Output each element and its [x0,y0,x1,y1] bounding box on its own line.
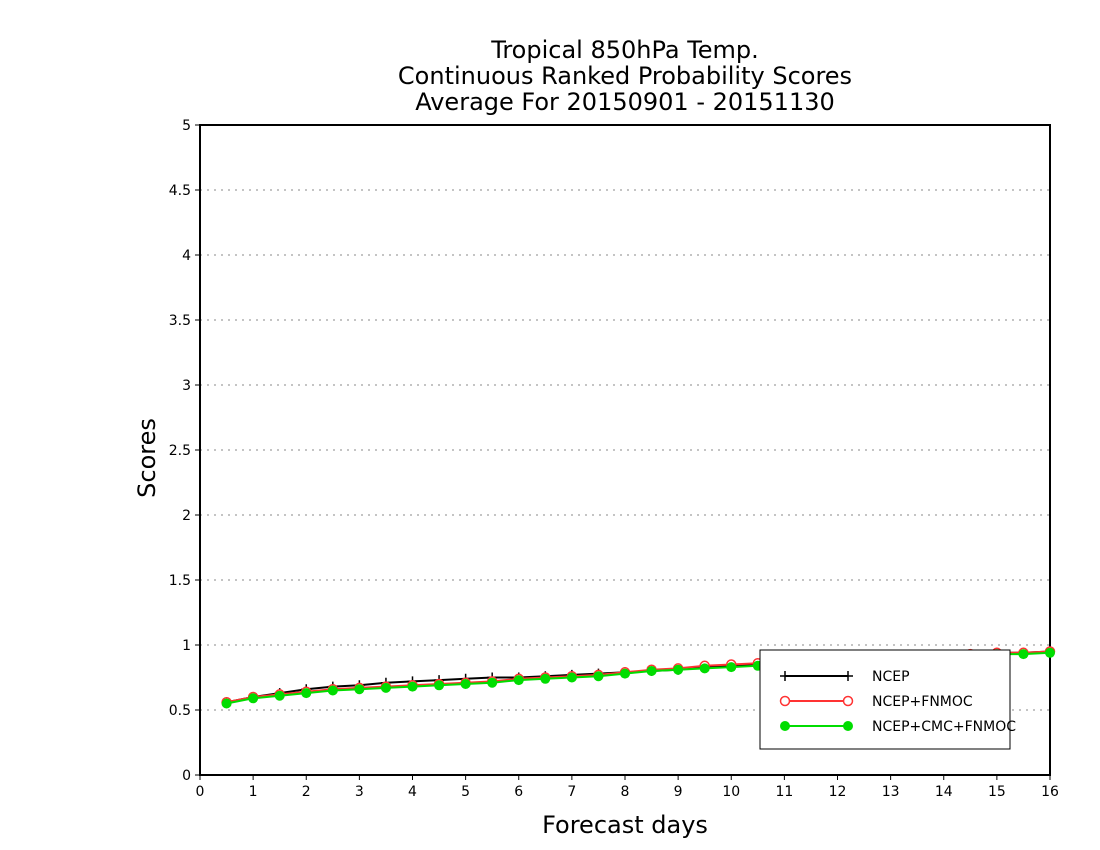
x-tick-label: 2 [302,784,311,800]
legend-marker [843,721,853,731]
y-axis-ticks: 0 0.5 1 1.5 2 2.5 3 3.5 4 4.5 5 [169,118,200,784]
x-tick-label: 12 [829,784,847,800]
legend-entry: NCEP+FNMOC [779,694,973,710]
data-point [221,698,232,709]
x-tick-label: 3 [355,784,364,800]
data-point [274,690,285,701]
y-tick-label: 4 [182,248,191,264]
data-point [540,673,551,684]
gridlines [200,189,1050,711]
x-tick-label: 9 [674,784,683,800]
data-point [487,677,498,688]
data-point [513,675,524,686]
data-point [1045,647,1055,658]
y-axis-label: Scores [133,418,161,498]
x-axis-ticks: 0 1 2 3 4 5 6 7 8 9 10 11 12 13 14 15 16 [196,775,1059,800]
y-tick-label: 1.5 [169,573,191,589]
x-tick-label: 15 [988,784,1006,800]
y-tick-label: 4.5 [169,183,191,199]
data-point [646,666,657,676]
data-point [434,680,445,691]
legend-entry: NCEP+CMC+FNMOC [780,719,1016,735]
legend-entry: NCEP [780,669,910,685]
title-line-2: Continuous Ranked Probability Scores [398,62,852,90]
y-tick-label: 3.5 [169,313,191,329]
legend-marker [842,695,854,707]
y-tick-label: 2 [182,508,191,524]
data-point [354,684,365,695]
y-tick-label: 1 [182,638,191,654]
title-line-1: Tropical 850hPa Temp. [490,36,759,64]
legend-marker [780,721,790,731]
data-point [699,663,710,674]
data-point [327,685,338,696]
chart-title: Tropical 850hPa Temp. Continuous Ranked … [398,36,852,116]
legend-marker [780,671,790,681]
y-tick-label: 0 [182,768,191,784]
data-point [726,662,737,673]
x-tick-label: 13 [882,784,900,800]
x-tick-label: 8 [621,784,630,800]
x-tick-label: 11 [775,784,793,800]
data-point [380,682,391,693]
legend-label: NCEP+CMC+FNMOC [872,719,1016,735]
data-point [460,679,471,689]
data-point [566,672,577,683]
y-tick-label: 0.5 [169,703,191,719]
data-point [248,693,259,704]
x-tick-label: 10 [722,784,740,800]
x-tick-label: 16 [1041,784,1059,800]
data-point [593,671,604,682]
x-tick-label: 7 [567,784,576,800]
data-point [1018,649,1029,660]
data-point [620,668,630,679]
x-tick-label: 14 [935,784,953,800]
legend-label: NCEP+FNMOC [872,694,973,710]
legend-marker [779,695,791,707]
x-tick-label: 5 [461,784,470,800]
x-tick-label: 0 [196,784,205,800]
y-tick-label: 3 [182,378,191,394]
legend-box [759,649,1011,750]
x-tick-label: 1 [249,784,258,800]
x-tick-label: 4 [408,784,417,800]
x-axis-label: Forecast days [542,811,708,839]
legend: NCEP NCEP+FNMOC NCEP+CMC+FNMOC [759,649,1016,750]
y-tick-label: 2.5 [169,443,191,459]
legend-label: NCEP [872,669,910,685]
title-line-3: Average For 20150901 - 20151130 [415,88,835,116]
data-point [407,681,418,692]
data-point [301,688,312,699]
y-tick-label: 5 [182,118,191,134]
x-tick-label: 6 [514,784,523,800]
data-point [673,664,684,675]
legend-marker [843,671,853,681]
